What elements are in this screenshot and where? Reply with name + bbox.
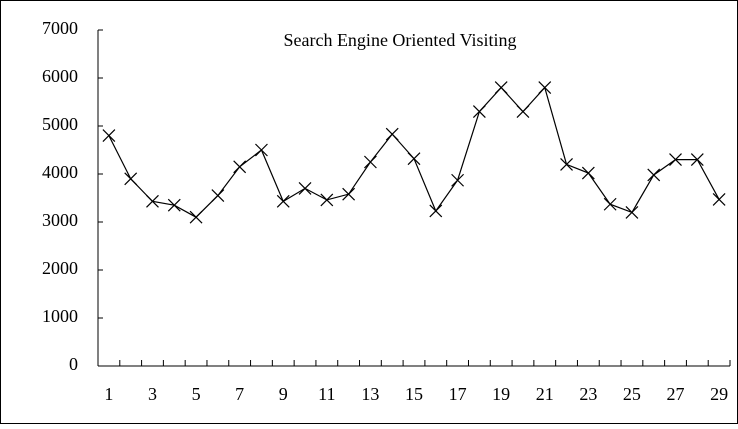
marker (690, 153, 704, 167)
marker (625, 205, 639, 219)
marker (385, 127, 399, 141)
marker (233, 160, 247, 174)
x-tick-label: 9 (279, 384, 288, 404)
marker (146, 194, 159, 208)
y-tick-label: 2000 (42, 258, 78, 278)
x-tick-label: 1 (104, 384, 113, 404)
marker (429, 204, 443, 218)
y-tick-label: 7000 (42, 18, 78, 38)
y-tick-label: 1000 (42, 306, 78, 326)
x-tick-label: 23 (579, 384, 597, 404)
marker (320, 193, 334, 207)
chart-title: Search Engine Oriented Visiting (283, 30, 516, 50)
marker (167, 198, 181, 212)
x-tick-label: 3 (148, 384, 157, 404)
x-tick-label: 7 (235, 384, 244, 404)
y-tick-label: 5000 (42, 114, 78, 134)
x-tick-label: 29 (710, 384, 728, 404)
x-tick-label: 17 (449, 384, 467, 404)
marker (276, 194, 290, 208)
marker (102, 129, 116, 143)
marker (669, 153, 682, 167)
marker (342, 187, 356, 201)
marker (189, 210, 203, 224)
marker (298, 181, 312, 195)
x-tick-label: 27 (667, 384, 685, 404)
x-tick-label: 21 (536, 384, 554, 404)
y-tick-label: 4000 (42, 162, 78, 182)
y-tick-label: 3000 (42, 210, 78, 230)
marker (516, 105, 530, 119)
marker (407, 152, 421, 166)
x-tick-label: 15 (405, 384, 423, 404)
marker (647, 168, 661, 182)
marker (560, 157, 573, 171)
marker (255, 143, 268, 157)
marker (494, 81, 508, 95)
marker (603, 197, 617, 211)
marker (211, 189, 225, 203)
x-tick-label: 13 (361, 384, 379, 404)
marker (124, 172, 138, 186)
x-tick-label: 19 (492, 384, 510, 404)
marker (363, 155, 377, 169)
x-tick-label: 25 (623, 384, 641, 404)
x-tick-label: 5 (192, 384, 201, 404)
marker (451, 173, 465, 187)
marker (538, 81, 552, 95)
x-tick-label: 11 (318, 384, 335, 404)
marker (581, 166, 595, 180)
y-tick-label: 0 (69, 354, 78, 374)
marker (472, 105, 486, 119)
y-tick-label: 6000 (42, 66, 78, 86)
marker (712, 193, 726, 206)
